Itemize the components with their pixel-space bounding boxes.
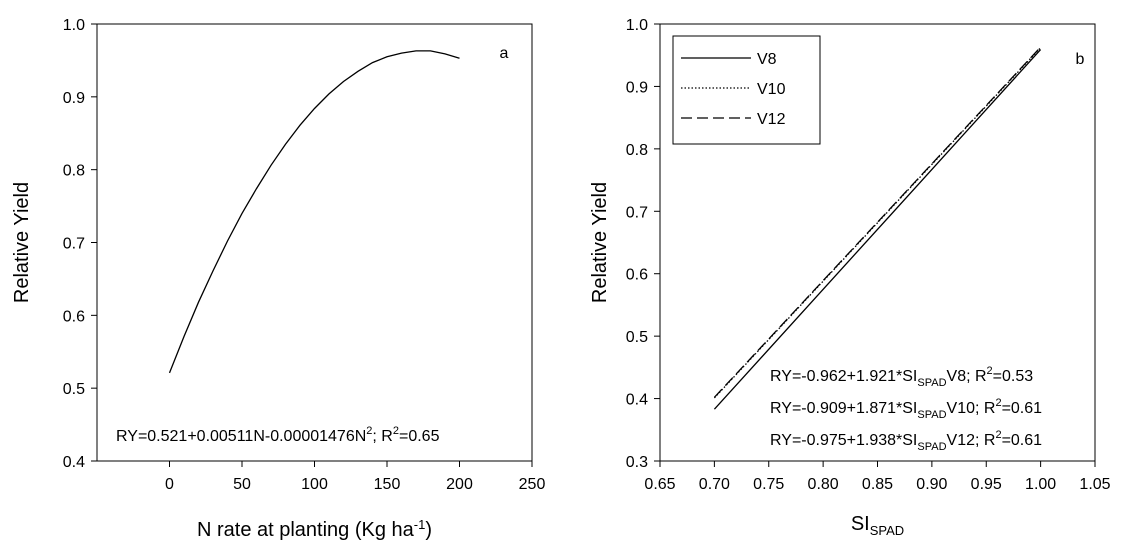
- y-axis-title: Relative Yield: [589, 182, 611, 303]
- x-tick-label: 250: [519, 476, 546, 493]
- equation-annotation-part: =0.65: [399, 428, 440, 445]
- series-line-v8: [713, 49, 1042, 410]
- y-tick-label: 0.4: [626, 392, 648, 409]
- x-tick-label: 0.70: [699, 476, 730, 493]
- legend-label: V12: [757, 111, 786, 128]
- equation-annotation-part: =0.53: [993, 368, 1034, 385]
- equation-annotation-part: RY=-0.962+1.921*SI: [770, 368, 917, 385]
- x-axis-title-part: N rate at planting (Kg ha: [197, 519, 415, 541]
- legend-label: V8: [757, 51, 777, 68]
- equation-annotation-part: 2: [366, 425, 372, 437]
- x-axis-title-part: SPAD: [870, 523, 904, 538]
- y-tick-label: 0.6: [626, 267, 648, 284]
- y-tick-label: 0.6: [63, 308, 85, 325]
- x-tick-label: 100: [301, 476, 328, 493]
- y-tick-label: 0.5: [63, 381, 85, 398]
- x-tick-label: 150: [374, 476, 401, 493]
- equation-annotation-part: RY=0.521+0.00511N-0.00001476N: [116, 428, 366, 445]
- equation-annotation-part: RY=-0.909+1.871*SI: [770, 400, 917, 417]
- equation-annotation-part: 2: [987, 365, 993, 377]
- x-tick-label: 0.75: [753, 476, 784, 493]
- plot-frame: [96, 23, 533, 462]
- x-tick-label: 1.00: [1025, 476, 1056, 493]
- x-tick-label: 0.90: [916, 476, 947, 493]
- y-tick-label: 0.9: [63, 90, 85, 107]
- x-tick-label: 0.80: [808, 476, 839, 493]
- equation-annotation: RY=-0.909+1.871*SISPADV10; R2=0.61: [770, 397, 1042, 421]
- y-tick-label: 1.0: [63, 17, 85, 34]
- equation-annotation-part: SPAD: [917, 377, 946, 389]
- legend-label: V10: [757, 81, 786, 98]
- equation-annotation-part: RY=-0.975+1.938*SI: [770, 432, 917, 449]
- x-axis-title: N rate at planting (Kg ha-1): [197, 517, 432, 541]
- series-line-v10: [713, 47, 1042, 399]
- equation-annotation-part: 2: [995, 397, 1001, 409]
- x-tick-label: 0: [165, 476, 174, 493]
- y-tick-label: 0.7: [63, 236, 85, 253]
- x-tick-label: 0.85: [862, 476, 893, 493]
- legend: V8 V10 V12: [672, 35, 821, 145]
- panel-label: a: [500, 45, 509, 62]
- equation-annotation-part: SPAD: [917, 441, 946, 453]
- legend-box: [672, 35, 821, 145]
- equation-annotation: RY=-0.975+1.938*SISPADV12; R2=0.61: [770, 429, 1042, 453]
- x-axis-title-part: ): [425, 519, 432, 541]
- panel-b: 0.65 0.70 0.75 0.80 0.85 0.90 0.95 1.00 1.05 0.3 0…: [589, 17, 1111, 538]
- equation-annotation-part: V12; R: [947, 432, 996, 449]
- panel-a: 0 50 100 150 200 250 0.4 0.5 0.6 0.7 0.8 0.9 1.0 N ra…: [11, 17, 545, 541]
- x-tick-label: 50: [233, 476, 251, 493]
- x-tick-label: 0.95: [971, 476, 1002, 493]
- equation-annotation-part: 2: [995, 429, 1001, 441]
- x-axis-title: SISPAD: [851, 513, 904, 538]
- y-tick-label: 0.5: [626, 329, 648, 346]
- y-tick-label: 0.4: [63, 454, 85, 471]
- y-tick-label: 0.3: [626, 454, 648, 471]
- y-tick-label: 0.8: [63, 163, 85, 180]
- series-line: [168, 50, 460, 374]
- panel-label: b: [1076, 51, 1085, 68]
- equation-annotation-part: ; R: [372, 428, 392, 445]
- equation-annotation-part: V8; R: [947, 368, 987, 385]
- x-axis-title-part: -1: [414, 517, 426, 532]
- x-tick-label: 0.65: [644, 476, 675, 493]
- y-tick-label: 0.9: [626, 79, 648, 96]
- y-tick-label: 0.7: [626, 204, 648, 221]
- equation-annotation-part: V10; R: [947, 400, 996, 417]
- equation-annotation-part: SPAD: [917, 409, 946, 421]
- y-tick-label: 0.8: [626, 142, 648, 159]
- equation-annotation-part: =0.61: [1002, 432, 1043, 449]
- x-tick-label: 200: [446, 476, 473, 493]
- x-axis-title-part: SI: [851, 513, 870, 535]
- equation-annotation-part: =0.61: [1002, 400, 1043, 417]
- equation-annotation: RY=0.521+0.00511N-0.00001476N2; R2=0.65: [116, 425, 440, 445]
- y-tick-label: 1.0: [626, 17, 648, 34]
- equation-annotation: RY=-0.962+1.921*SISPADV8; R2=0.53: [770, 365, 1033, 389]
- x-tick-label: 1.05: [1079, 476, 1110, 493]
- equation-annotation-part: 2: [393, 425, 399, 437]
- y-axis-title: Relative Yield: [11, 182, 33, 303]
